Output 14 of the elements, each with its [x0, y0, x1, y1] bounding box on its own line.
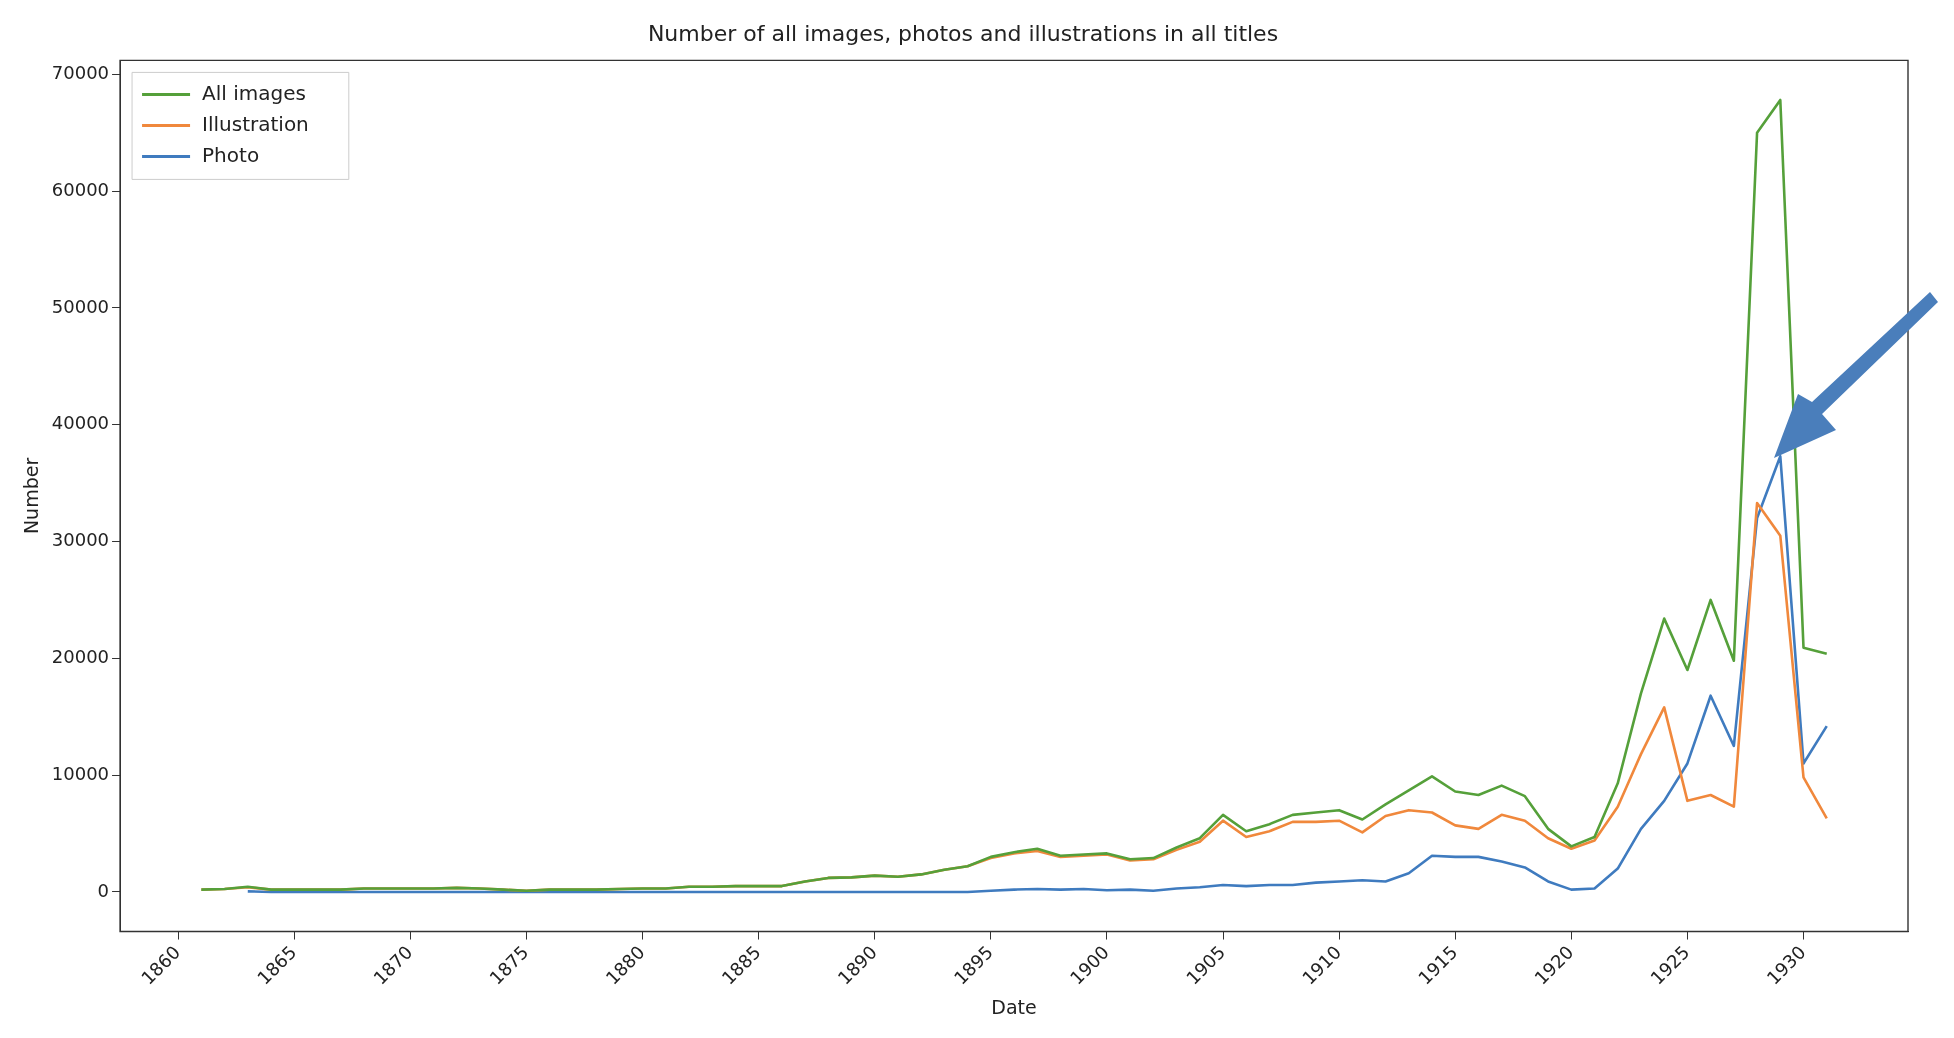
legend-label: Illustration — [202, 111, 309, 136]
legend-label: Photo — [202, 142, 260, 167]
y-tick-label: 50000 — [51, 295, 110, 317]
y-tick-label: 30000 — [51, 529, 110, 551]
legend-label: All images — [202, 80, 306, 105]
y-tick-label: 10000 — [51, 762, 110, 784]
y-tick-label: 70000 — [51, 61, 110, 83]
y-axis-title: Number — [20, 457, 43, 535]
y-tick-label: 0 — [97, 879, 110, 901]
chart-title: Number of all images, photos and illustrations in all titles — [647, 20, 1279, 46]
y-tick-label: 20000 — [51, 646, 110, 667]
x-axis-title: Date — [991, 995, 1037, 1018]
y-tick-label: 40000 — [51, 412, 110, 434]
y-tick-label: 60000 — [51, 178, 110, 200]
